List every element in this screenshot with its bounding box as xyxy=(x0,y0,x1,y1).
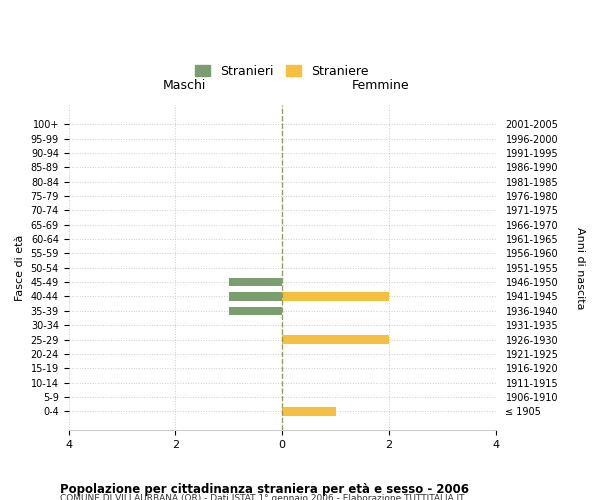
Bar xyxy=(229,292,282,301)
Legend: Stranieri, Straniere: Stranieri, Straniere xyxy=(190,60,374,82)
Y-axis label: Fasce di età: Fasce di età xyxy=(15,234,25,301)
Text: COMUNE DI VILLAURBANA (OR) - Dati ISTAT 1° gennaio 2006 - Elaborazione TUTTITALI: COMUNE DI VILLAURBANA (OR) - Dati ISTAT … xyxy=(60,494,464,500)
Bar xyxy=(229,306,282,315)
Text: Femmine: Femmine xyxy=(352,80,409,92)
Y-axis label: Anni di nascita: Anni di nascita xyxy=(575,226,585,309)
Text: Popolazione per cittadinanza straniera per età e sesso - 2006: Popolazione per cittadinanza straniera p… xyxy=(60,482,469,496)
Bar xyxy=(282,292,389,301)
Bar xyxy=(282,335,389,344)
Bar xyxy=(282,407,335,416)
Text: Maschi: Maschi xyxy=(162,80,206,92)
Bar xyxy=(229,278,282,286)
